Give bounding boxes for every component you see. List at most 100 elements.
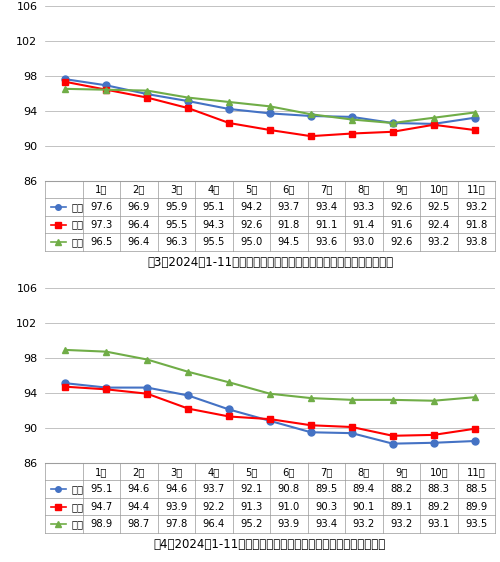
赣州 bbox=[144, 356, 150, 363]
赣州 bbox=[62, 85, 68, 92]
Text: 91.8: 91.8 bbox=[465, 220, 487, 230]
Text: 93.5: 93.5 bbox=[465, 519, 487, 529]
Text: 93.1: 93.1 bbox=[428, 519, 450, 529]
Text: 89.4: 89.4 bbox=[352, 484, 375, 494]
Text: 1月: 1月 bbox=[95, 184, 108, 194]
Text: 图4：2024年1-11月南昌、九江、赣州二手住宅销售价格同比指数: 图4：2024年1-11月南昌、九江、赣州二手住宅销售价格同比指数 bbox=[154, 538, 386, 551]
九江 bbox=[267, 416, 273, 423]
赣州 bbox=[390, 396, 396, 403]
Text: 2月: 2月 bbox=[132, 184, 145, 194]
南昌 bbox=[430, 120, 436, 127]
Line: 九江: 九江 bbox=[62, 78, 478, 139]
Text: 10月: 10月 bbox=[430, 466, 448, 477]
Text: 7月: 7月 bbox=[320, 184, 332, 194]
Line: 赣州: 赣州 bbox=[62, 346, 478, 404]
九江 bbox=[267, 126, 273, 133]
Text: 93.4: 93.4 bbox=[315, 519, 338, 529]
南昌 bbox=[430, 439, 436, 446]
Text: 赣州: 赣州 bbox=[72, 519, 84, 529]
Text: 92.2: 92.2 bbox=[202, 502, 225, 512]
Text: 96.9: 96.9 bbox=[128, 202, 150, 212]
南昌 bbox=[226, 106, 232, 112]
Text: 8月: 8月 bbox=[358, 466, 370, 477]
赣州 bbox=[226, 98, 232, 105]
Text: 94.2: 94.2 bbox=[240, 202, 262, 212]
Text: 5月: 5月 bbox=[245, 466, 258, 477]
南昌 bbox=[104, 384, 110, 391]
九江 bbox=[430, 121, 436, 128]
Text: 94.6: 94.6 bbox=[165, 484, 188, 494]
九江 bbox=[308, 133, 314, 139]
九江 bbox=[390, 128, 396, 135]
九江 bbox=[349, 130, 355, 137]
Text: 9月: 9月 bbox=[395, 466, 407, 477]
赣州 bbox=[349, 116, 355, 123]
九江 bbox=[62, 383, 68, 390]
赣州 bbox=[430, 397, 436, 404]
Text: 11月: 11月 bbox=[467, 466, 485, 477]
Text: 91.3: 91.3 bbox=[240, 502, 262, 512]
Text: 93.2: 93.2 bbox=[390, 519, 412, 529]
Text: 93.4: 93.4 bbox=[315, 202, 338, 212]
南昌 bbox=[104, 82, 110, 89]
Text: 88.3: 88.3 bbox=[428, 484, 450, 494]
Text: 90.3: 90.3 bbox=[315, 502, 338, 512]
南昌 bbox=[472, 438, 478, 445]
九江 bbox=[185, 405, 191, 412]
Text: 1月: 1月 bbox=[95, 466, 108, 477]
南昌 bbox=[267, 418, 273, 424]
Text: 94.3: 94.3 bbox=[202, 220, 225, 230]
Text: 95.5: 95.5 bbox=[202, 237, 225, 247]
九江 bbox=[226, 120, 232, 126]
Text: 90.1: 90.1 bbox=[352, 502, 375, 512]
Text: 95.5: 95.5 bbox=[165, 220, 188, 230]
Text: 6月: 6月 bbox=[282, 466, 295, 477]
Text: 96.4: 96.4 bbox=[202, 519, 225, 529]
Text: 九江: 九江 bbox=[72, 220, 84, 230]
南昌 bbox=[144, 384, 150, 391]
Text: 92.6: 92.6 bbox=[390, 202, 412, 212]
Text: 南昌: 南昌 bbox=[72, 202, 84, 212]
Text: 98.9: 98.9 bbox=[90, 519, 112, 529]
Text: 94.6: 94.6 bbox=[128, 484, 150, 494]
Text: 5月: 5月 bbox=[245, 184, 258, 194]
南昌 bbox=[62, 380, 68, 387]
Text: 92.5: 92.5 bbox=[428, 202, 450, 212]
赣州 bbox=[267, 103, 273, 110]
赣州 bbox=[390, 120, 396, 126]
Text: 91.4: 91.4 bbox=[352, 220, 375, 230]
Text: 93.7: 93.7 bbox=[278, 202, 300, 212]
南昌 bbox=[185, 392, 191, 399]
Text: 95.1: 95.1 bbox=[90, 484, 112, 494]
南昌 bbox=[308, 429, 314, 436]
Text: 94.5: 94.5 bbox=[278, 237, 300, 247]
九江 bbox=[62, 79, 68, 85]
Text: 93.9: 93.9 bbox=[165, 502, 188, 512]
Text: 97.6: 97.6 bbox=[90, 202, 112, 212]
Text: 95.9: 95.9 bbox=[165, 202, 188, 212]
九江 bbox=[185, 105, 191, 111]
赣州 bbox=[185, 369, 191, 375]
九江 bbox=[349, 424, 355, 430]
Text: 7月: 7月 bbox=[320, 466, 332, 477]
Text: 97.3: 97.3 bbox=[90, 220, 112, 230]
Text: 2月: 2月 bbox=[132, 466, 145, 477]
南昌 bbox=[185, 98, 191, 105]
Text: 图3：2024年1-11月南昌、九江、赣州新建商品住宅销售价格同比指数: 图3：2024年1-11月南昌、九江、赣州新建商品住宅销售价格同比指数 bbox=[147, 256, 393, 269]
Line: 九江: 九江 bbox=[62, 383, 478, 439]
Text: 94.7: 94.7 bbox=[90, 502, 112, 512]
Text: 93.0: 93.0 bbox=[352, 237, 375, 247]
Text: 89.1: 89.1 bbox=[390, 502, 412, 512]
赣州 bbox=[472, 394, 478, 401]
Text: 95.2: 95.2 bbox=[240, 519, 262, 529]
九江 bbox=[104, 87, 110, 93]
九江 bbox=[390, 432, 396, 439]
赣州 bbox=[308, 111, 314, 117]
Text: 91.8: 91.8 bbox=[278, 220, 300, 230]
赣州 bbox=[472, 109, 478, 116]
南昌 bbox=[472, 115, 478, 121]
赣州 bbox=[62, 347, 68, 353]
Text: 4月: 4月 bbox=[208, 466, 220, 477]
赣州 bbox=[308, 395, 314, 401]
Text: 98.7: 98.7 bbox=[128, 519, 150, 529]
